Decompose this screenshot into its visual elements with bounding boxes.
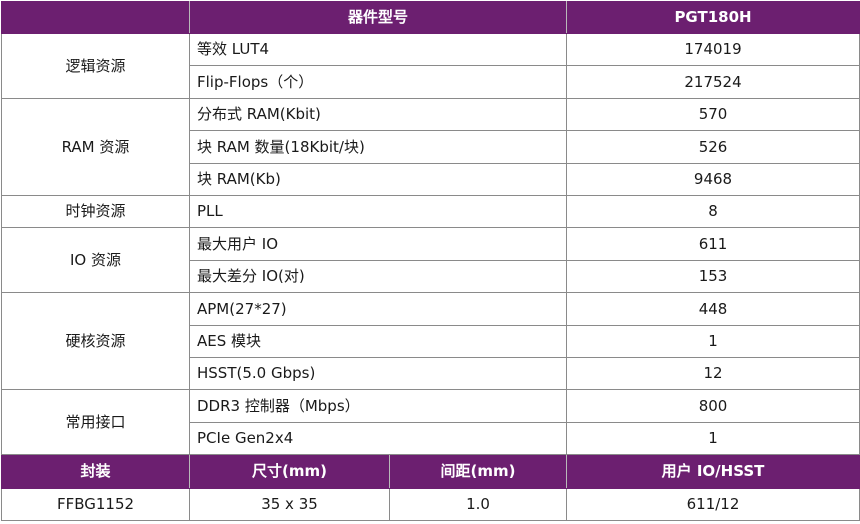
table-row: 逻辑资源 等效 LUT4 174019	[1, 32, 860, 99]
package-header-row: 封装 尺寸(mm) 间距(mm) 用户 IO/HSST	[1, 454, 860, 490]
item-value-cell: 217524	[566, 65, 860, 99]
item-value-cell: 800	[566, 389, 860, 423]
table-row: AES 模块 1	[2, 324, 860, 358]
item-value-cell: 9468	[566, 162, 860, 196]
item-label-cell: HSST(5.0 Gbps)	[188, 356, 568, 391]
table-row: 最大差分 IO(对) 153	[2, 259, 860, 294]
item-label-cell: Flip-Flops（个）	[188, 65, 568, 99]
group-name-cell: 时钟资源	[1, 194, 190, 229]
item-value-cell: 611	[566, 227, 860, 261]
item-value-cell: 153	[566, 259, 860, 294]
header-blank-cell	[1, 1, 190, 34]
group-name-cell: RAM 资源	[1, 97, 190, 196]
item-label-cell: 分布式 RAM(Kbit)	[188, 97, 568, 132]
group-name-cell: 逻辑资源	[1, 33, 190, 99]
table-row: Flip-Flops（个） 217524	[2, 65, 860, 99]
group-name-cell: 常用接口	[1, 389, 190, 456]
table-row: 时钟资源 PLL 8	[1, 194, 860, 229]
item-value-cell: 526	[566, 130, 860, 164]
item-value-cell: 1	[566, 421, 860, 456]
item-label-cell: 块 RAM(Kb)	[188, 162, 568, 196]
table-header-row: 器件型号 PGT180H	[1, 1, 860, 34]
item-label-cell: APM(27*27)	[188, 292, 568, 326]
package-header-cell: 间距(mm)	[388, 454, 568, 490]
table-row: RAM 资源 分布式 RAM(Kbit) 570	[1, 97, 860, 196]
package-value-cell: 35 x 35	[189, 488, 390, 522]
table-row: PCIe Gen2x4 1	[2, 421, 860, 456]
package-value-cell: 611/12	[566, 488, 860, 522]
item-value-cell: 174019	[566, 32, 860, 67]
item-label-cell: 最大差分 IO(对)	[188, 259, 568, 294]
item-value-cell: 8	[566, 194, 860, 229]
item-label-cell: AES 模块	[188, 324, 568, 358]
table-row: 常用接口 DDR3 控制器（Mbps） 800	[1, 389, 860, 456]
item-value-cell: 1	[566, 324, 860, 358]
item-label-cell: PLL	[188, 194, 568, 229]
group-name-cell: 硬核资源	[1, 292, 190, 391]
item-label-cell: 最大用户 IO	[188, 227, 568, 261]
header-device-label: 器件型号	[188, 1, 568, 34]
item-value-cell: 570	[566, 97, 860, 132]
header-model: PGT180H	[566, 1, 860, 34]
table-row: 块 RAM 数量(18Kbit/块) 526	[2, 130, 860, 164]
package-header-cell: 尺寸(mm)	[189, 454, 390, 490]
item-value-cell: 12	[566, 356, 860, 391]
package-header-cell: 用户 IO/HSST	[566, 454, 860, 490]
table-row: 硬核资源 APM(27*27) 448	[1, 292, 860, 391]
table-row: IO 资源 最大用户 IO 611	[1, 227, 860, 294]
item-label-cell: DDR3 控制器（Mbps）	[188, 389, 568, 423]
group-name-cell: IO 资源	[1, 227, 190, 294]
package-value-cell: FFBG1152	[1, 488, 190, 522]
package-value-cell: 1.0	[388, 488, 568, 522]
table-row: HSST(5.0 Gbps) 12	[2, 356, 860, 391]
item-value-cell: 448	[566, 292, 860, 326]
package-header-cell: 封装	[1, 454, 190, 490]
item-label-cell: PCIe Gen2x4	[188, 421, 568, 456]
table-row: 块 RAM(Kb) 9468	[2, 162, 860, 196]
item-label-cell: 等效 LUT4	[188, 32, 568, 67]
item-label-cell: 块 RAM 数量(18Kbit/块)	[188, 130, 568, 164]
package-data-row: FFBG1152 35 x 35 1.0 611/12	[1, 488, 860, 522]
